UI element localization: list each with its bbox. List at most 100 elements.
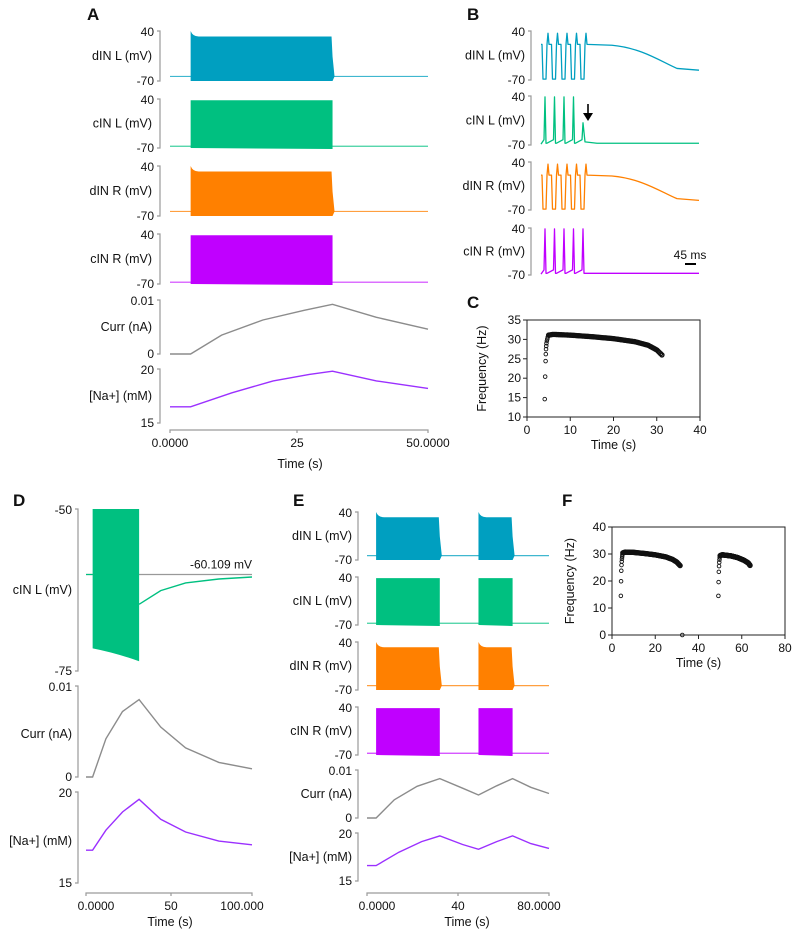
- x-tick-label: 40: [451, 899, 465, 913]
- y-axis-bracket: [528, 161, 532, 211]
- data-point: [716, 563, 722, 569]
- sodium-trace: [86, 798, 253, 851]
- x-axis-label: Time (s): [444, 915, 489, 929]
- x-tick-label: 20: [607, 423, 621, 437]
- y-tick-label: 0: [147, 347, 154, 361]
- y-tick-label: 40: [512, 25, 526, 39]
- spike-burst: [376, 578, 440, 626]
- trace-label: dIN R (mV): [290, 659, 353, 673]
- y-tick-label: -70: [137, 277, 155, 291]
- y-axis-bracket: [157, 299, 161, 355]
- data-point: [618, 593, 624, 599]
- data-point: [716, 569, 722, 575]
- y-tick-label: 30: [593, 547, 607, 561]
- y-tick-label: -70: [508, 73, 526, 87]
- trace-label: [Na+] (mM): [289, 850, 352, 864]
- y-tick-label: 0.01: [131, 294, 155, 308]
- panel-a: 40 -70 dIN L (mV) 40 -70 cIN L (mV) 40 -70 dIN R…: [89, 25, 450, 471]
- y-axis-bracket: [355, 641, 359, 691]
- x-axis-label: Time (s): [147, 915, 192, 929]
- trace-label: cIN R (mV): [463, 245, 525, 259]
- data-point: [716, 579, 721, 585]
- x-tick-label: 100.000: [220, 899, 264, 913]
- trace-label: cIN L (mV): [13, 583, 72, 597]
- y-tick-label: 40: [512, 156, 526, 170]
- data-point: [544, 341, 549, 346]
- y-tick-label: 35: [508, 313, 522, 327]
- panel-label-a: A: [87, 5, 99, 24]
- trace-label: dIN R (mV): [463, 179, 526, 193]
- y-tick-label: 0: [599, 628, 606, 642]
- arrow-head-icon: [583, 113, 593, 121]
- y-axis-bracket: [157, 233, 161, 285]
- spike-burst: [376, 642, 442, 690]
- data-point: [543, 351, 549, 357]
- spike-burst: [478, 708, 513, 756]
- y-tick-label: 0: [65, 770, 72, 784]
- y-axis-bracket: [528, 227, 532, 276]
- spike-burst: [190, 100, 333, 149]
- y-axis-bracket: [157, 30, 161, 82]
- trace-label: [Na+] (mM): [9, 834, 72, 848]
- panel-label-e: E: [293, 491, 304, 510]
- data-point: [543, 343, 549, 349]
- trace-label: cIN L (mV): [293, 594, 352, 608]
- y-tick-label: 40: [512, 90, 526, 104]
- data-point: [716, 593, 721, 599]
- x-tick-label: 0.0000: [359, 899, 396, 913]
- y-tick-label: 40: [339, 506, 353, 520]
- x-tick-label: 25: [290, 436, 304, 450]
- y-tick-label: 40: [141, 93, 155, 107]
- data-point: [542, 374, 548, 379]
- x-axis-line: [85, 892, 253, 896]
- y-axis-bracket: [75, 685, 79, 778]
- trace-label: cIN L (mV): [93, 117, 152, 131]
- y-tick-label: 40: [141, 25, 155, 39]
- trace-label: cIN L (mV): [466, 114, 525, 128]
- y-tick-label: 30: [508, 332, 522, 346]
- x-tick-label: 80: [778, 641, 792, 655]
- y-axis-bracket: [157, 368, 161, 424]
- x-tick-label: 10: [564, 423, 578, 437]
- y-tick-label: -75: [55, 664, 73, 678]
- panel-label-c: C: [467, 293, 479, 312]
- x-tick-label: 50: [164, 899, 178, 913]
- spike-burst: [190, 235, 333, 285]
- trace-label: [Na+] (mM): [89, 389, 152, 403]
- annotation-label: -60.109 mV: [190, 558, 252, 572]
- y-axis-bracket: [355, 511, 359, 561]
- x-tick-label: 0: [524, 423, 531, 437]
- y-axis-bracket: [528, 95, 532, 146]
- y-tick-label: 10: [593, 601, 607, 615]
- data-point: [619, 568, 624, 573]
- spike-burst: [376, 512, 442, 560]
- plot-frame: [611, 526, 786, 636]
- y-tick-label: -70: [335, 553, 353, 567]
- spike-burst: [478, 512, 515, 560]
- y-tick-label: 20: [508, 371, 522, 385]
- trace-label: cIN R (mV): [290, 724, 352, 738]
- x-tick-label: 60: [735, 641, 749, 655]
- trace-label: Curr (nA): [101, 320, 152, 334]
- membrane-potential-trace: [540, 96, 699, 145]
- data-point: [677, 562, 683, 569]
- membrane-potential-trace: [541, 163, 700, 210]
- membrane-potential-trace: [541, 32, 700, 80]
- y-tick-label: 40: [593, 520, 607, 534]
- data-point: [619, 562, 624, 568]
- y-axis-label: Frequency (Hz): [475, 325, 489, 411]
- x-tick-label: 80.0000: [517, 899, 561, 913]
- y-tick-label: -70: [508, 138, 526, 152]
- panel-f: 0 10 20 30 40 0 20 40 60 80 Time (s) Frequency (Hz): [563, 520, 792, 670]
- data-point: [717, 560, 722, 565]
- y-tick-label: -70: [137, 141, 155, 155]
- y-axis-bracket: [528, 30, 532, 81]
- spike-burst: [190, 31, 335, 81]
- y-axis-bracket: [355, 576, 359, 626]
- x-tick-label: 30: [650, 423, 664, 437]
- y-tick-label: 40: [339, 701, 353, 715]
- data-point: [619, 556, 625, 562]
- data-point: [543, 358, 548, 364]
- x-axis-label: Time (s): [676, 656, 721, 670]
